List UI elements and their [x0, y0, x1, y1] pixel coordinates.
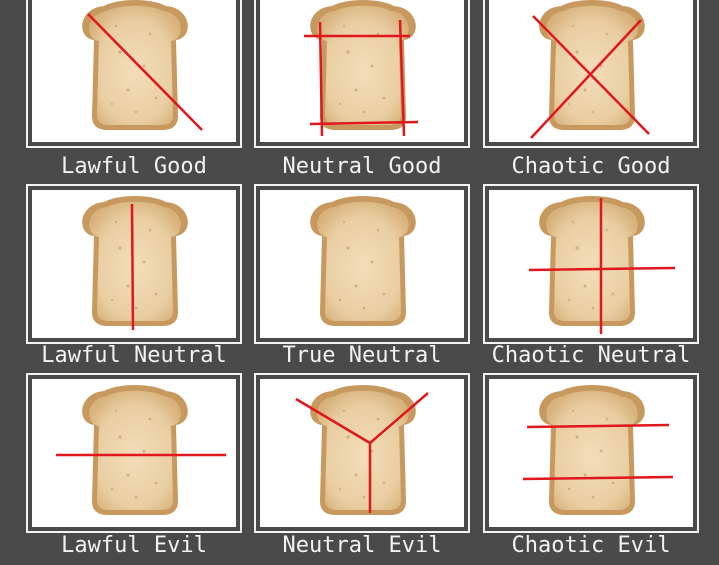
bread-slice-crust-trim — [304, 0, 419, 137]
bread-slice-y-cut — [295, 385, 429, 515]
image-frame — [483, 373, 699, 533]
bread-slice-uncut — [310, 196, 416, 326]
bread-slice-off-center-cross — [528, 196, 676, 334]
image-frame — [254, 373, 470, 533]
bread-slice-vertical-cut — [82, 196, 188, 331]
bread-slice-horizontal-cut — [56, 385, 226, 515]
label-chaotic-good: Chaotic Good — [511, 154, 671, 179]
label-chaotic-evil: Chaotic Evil — [511, 533, 671, 558]
bread-image — [32, 379, 236, 527]
image-frame — [254, 184, 470, 344]
bread-slice-x-cut — [530, 0, 650, 139]
bread-image — [260, 190, 464, 338]
bread-image — [32, 190, 236, 338]
image-frame — [254, 0, 470, 148]
image-frame — [26, 0, 242, 148]
bread-image — [489, 379, 693, 527]
bread-slice-diagonal-cut — [82, 0, 203, 131]
label-neutral-good: Neutral Good — [282, 154, 442, 179]
image-frame — [26, 373, 242, 533]
bread-image — [489, 190, 693, 338]
label-lawful-good: Lawful Good — [61, 154, 207, 179]
label-neutral-evil: Neutral Evil — [282, 533, 442, 558]
label-true-neutral: True Neutral — [282, 343, 442, 368]
label-lawful-evil: Lawful Evil — [61, 533, 207, 558]
bread-image — [489, 0, 693, 142]
bread-image — [32, 0, 236, 142]
image-frame — [26, 184, 242, 344]
bread-image — [260, 379, 464, 527]
bread-slice-two-strip-cut — [522, 385, 674, 515]
bread-image — [260, 0, 464, 142]
label-lawful-neutral: Lawful Neutral — [41, 343, 227, 368]
image-frame — [483, 0, 699, 148]
label-chaotic-neutral: Chaotic Neutral — [491, 343, 691, 368]
image-frame — [483, 184, 699, 344]
